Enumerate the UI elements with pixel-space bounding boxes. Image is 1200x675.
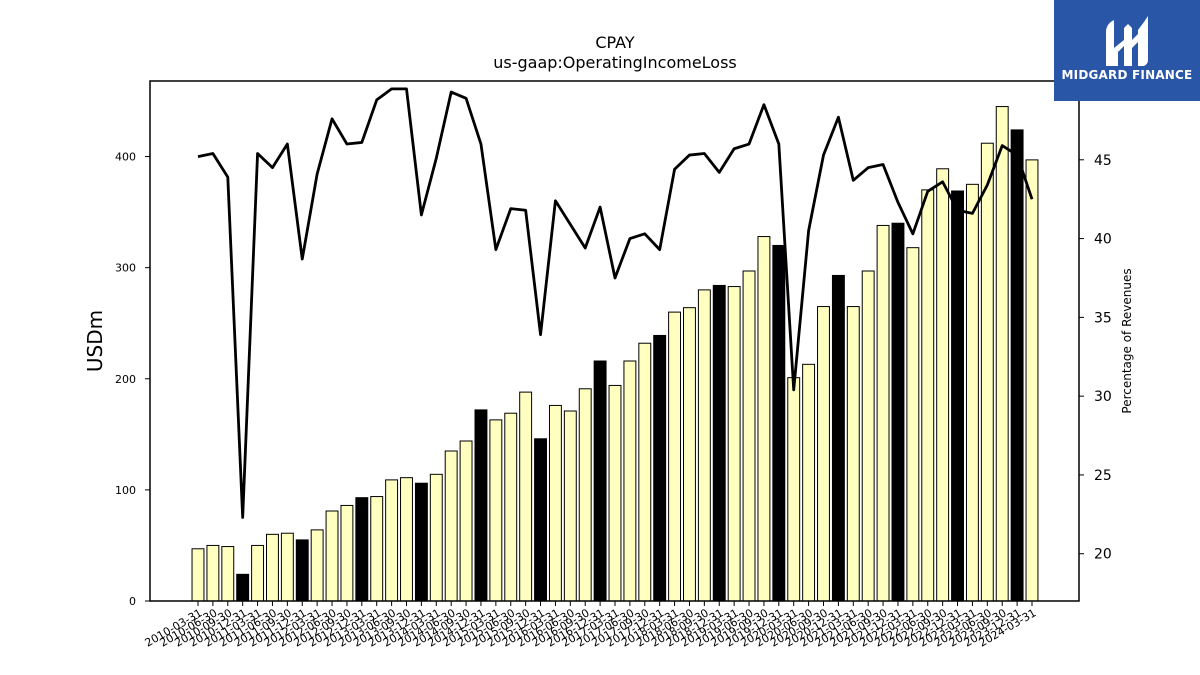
brand-logo: MIDGARD FINANCE [1054,0,1200,101]
bar-2017-03-31 [608,384,622,602]
bar-2020-03-31 [787,377,801,602]
bar-2013-03-31 [370,496,384,602]
bar-2015-06-30 [504,412,518,602]
bar-2018-06-30 [683,307,696,602]
bar-2019-03-31 [727,286,741,602]
bar-2016-03-31 [548,404,562,602]
bars-layer [191,106,1039,602]
left-axis: 0 100 200 300 400 [115,151,150,608]
y-right-tick-label: 25 [1094,468,1112,484]
chart-title: CPAY [595,33,635,52]
bar-2021-09-30 [876,224,890,602]
percentage-line [197,87,1034,519]
bar-2014-06-30 [444,450,458,602]
bar-2020-12-31 [831,274,845,602]
bar-2017-09-30 [638,342,652,602]
y-right-tick-label: 40 [1094,232,1112,248]
bar-2020-06-30 [802,363,816,602]
bar-2010-12-31 [236,573,250,602]
bar-2017-12-31 [653,334,667,602]
bar-2015-12-31 [534,438,547,602]
bar-2022-06-30 [921,189,935,602]
bar-2023-06-30 [980,142,994,602]
bar-2019-12-31 [772,244,786,602]
bar-2019-09-30 [757,236,771,602]
bar-2013-09-30 [400,477,413,602]
bar-2010-06-30 [206,544,220,602]
bar-2018-12-31 [712,284,726,602]
y-axis-right-label: Percentage of Revenues [1120,268,1134,413]
bar-2024-03-31 [1025,159,1039,602]
bar-2012-12-31 [355,497,369,602]
bar-2015-09-30 [519,391,533,602]
bar-2012-09-30 [340,504,354,602]
right-axis: 20 25 30 35 40 45 [1079,153,1112,563]
y-axis-label: USDm [83,310,107,372]
y-tick-label: 200 [115,373,136,386]
bar-2023-09-30 [995,106,1009,602]
bar-2010-09-30 [221,546,235,602]
bar-2013-12-31 [414,482,428,602]
y-right-tick-label: 20 [1094,547,1112,563]
bar-2011-09-30 [280,532,294,602]
bar-2011-06-30 [266,533,279,602]
bar-2023-03-31 [965,183,979,602]
bar-2023-12-31 [1010,129,1024,602]
x-axis: 2010-03-312010-06-302010-09-302010-12-31… [143,601,1039,650]
bar-2020-09-30 [817,306,830,602]
bar-2013-06-30 [385,479,399,602]
y-tick-label: 300 [115,262,136,275]
bar-2010-03-31 [191,548,205,602]
y-tick-label: 0 [129,595,136,608]
bar-2016-12-31 [593,360,607,602]
bar-2018-03-31 [668,311,682,602]
bar-2021-06-30 [861,270,875,602]
logo-text: MIDGARD FINANCE [1061,68,1193,82]
bar-2017-06-30 [623,360,637,602]
y-right-tick-label: 45 [1094,153,1112,169]
bar-2015-03-31 [489,419,503,602]
bar-2021-03-31 [846,306,860,602]
bar-2019-06-30 [742,270,756,602]
bar-2021-12-31 [891,222,905,602]
y-tick-label: 100 [115,484,136,497]
bar-2012-03-31 [310,529,324,602]
bar-2011-12-31 [295,539,309,602]
chart-subtitle: us-gaap:OperatingIncomeLoss [493,53,737,72]
y-right-tick-label: 30 [1094,389,1112,405]
bar-2016-06-30 [563,410,577,602]
bar-2012-06-30 [325,510,339,602]
y-tick-label: 400 [115,151,136,164]
bar-2022-12-31 [951,190,964,602]
y-right-tick-label: 35 [1094,310,1112,326]
bar-2014-12-31 [474,409,488,602]
midgard-logo-icon [1106,16,1148,66]
bar-2022-03-31 [906,247,920,602]
line-layer [197,87,1034,519]
bar-2014-03-31 [429,473,443,602]
bar-2022-09-30 [936,168,950,602]
bar-2014-09-30 [459,440,473,602]
bar-2018-09-30 [697,289,711,602]
bar-2011-03-31 [251,544,265,602]
bar-2016-09-30 [578,388,592,602]
